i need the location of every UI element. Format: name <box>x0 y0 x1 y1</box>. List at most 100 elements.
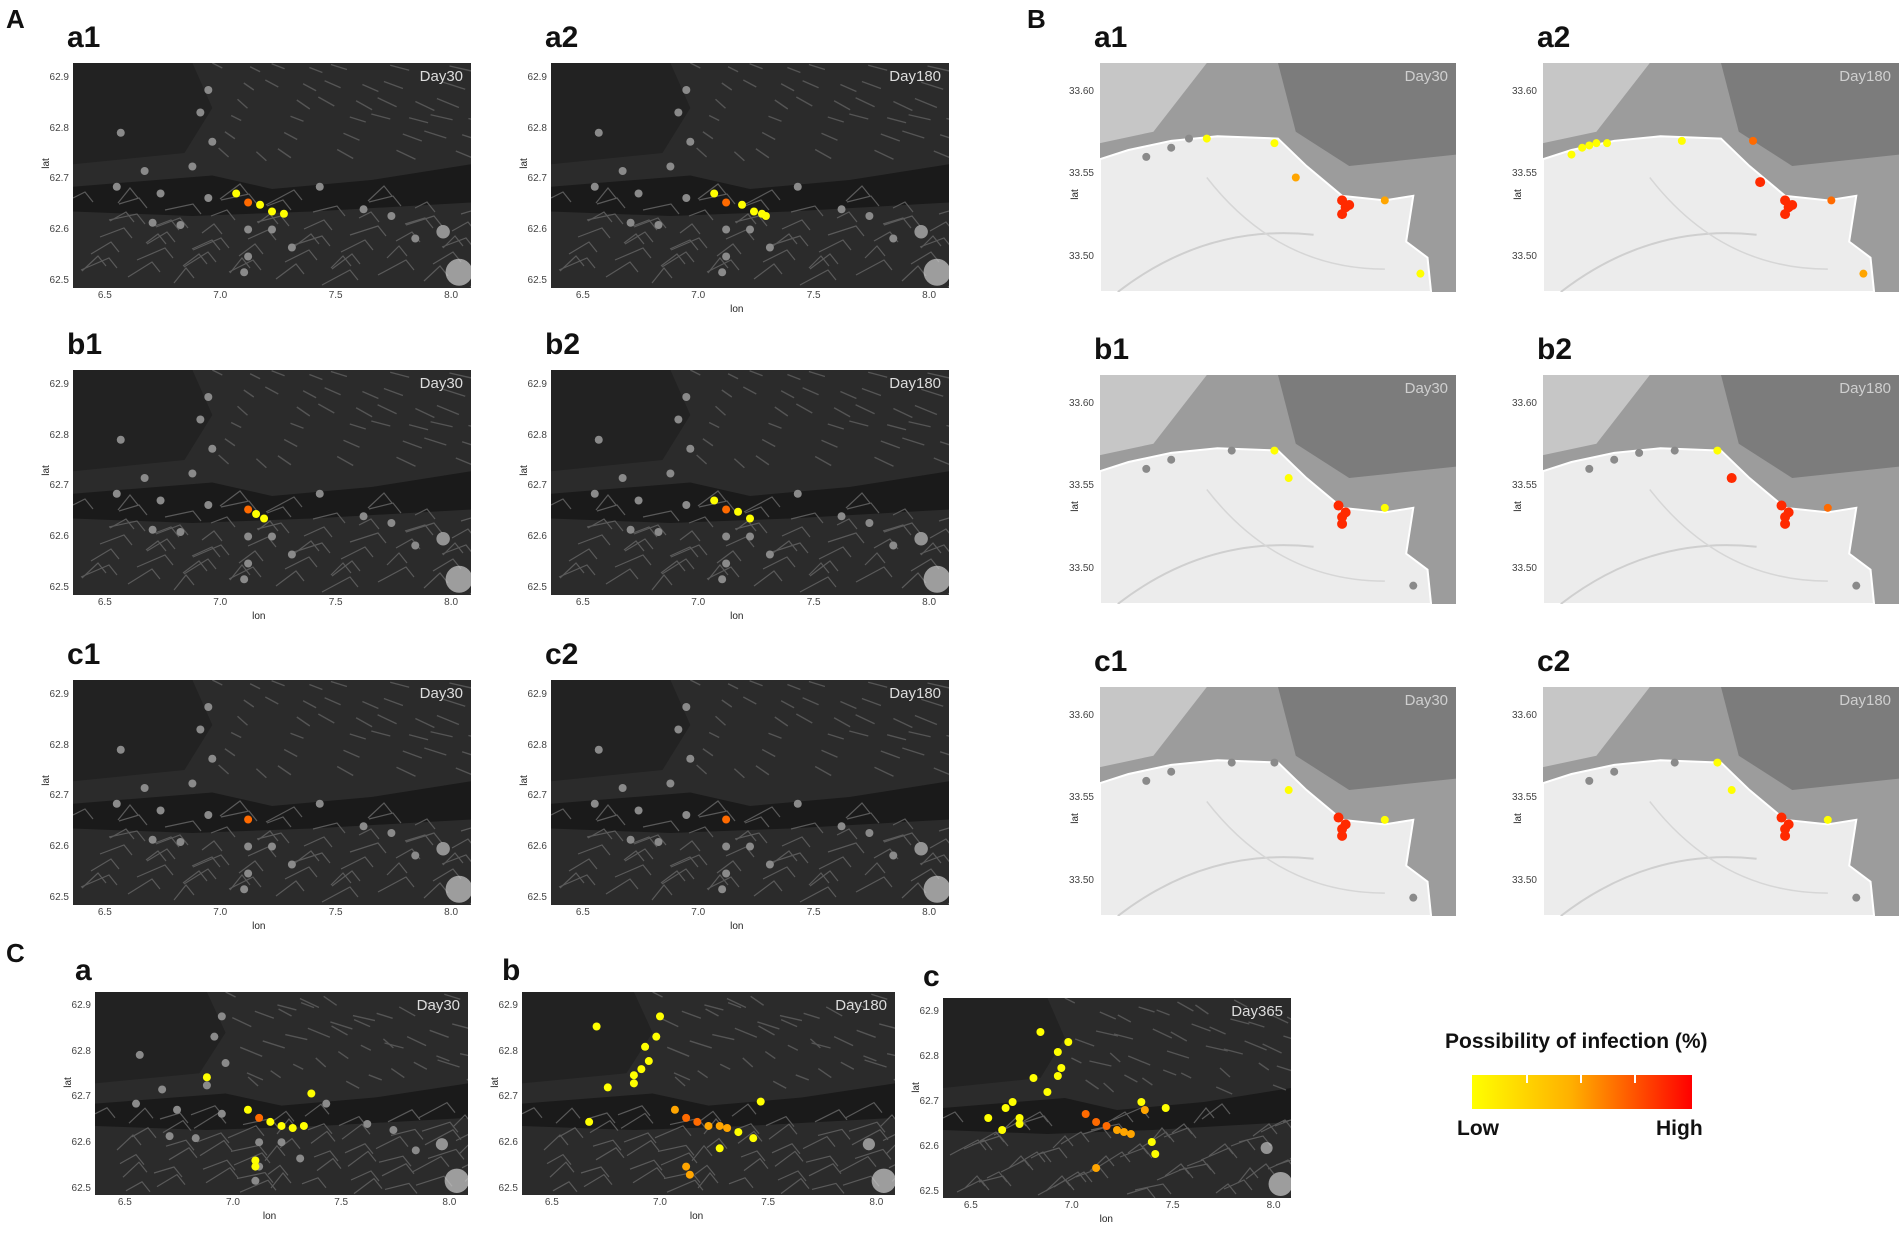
y-tick-label: 62.7 <box>527 480 547 492</box>
infection-marker <box>260 514 269 523</box>
panel-label: b <box>502 954 521 987</box>
x-tick-label: 7.5 <box>334 1197 349 1208</box>
infection-marker <box>682 1162 691 1171</box>
infection-marker <box>1043 1088 1052 1096</box>
site-marker <box>363 1119 372 1128</box>
site-marker <box>191 1134 200 1143</box>
infection-marker <box>670 1105 679 1114</box>
site-marker <box>654 528 663 536</box>
site-marker <box>240 268 249 277</box>
infection-marker <box>1270 446 1279 455</box>
map-panel-9: b2 Day180 33.60 33.55 33.50 lat <box>1512 333 1899 604</box>
site-marker <box>287 860 296 869</box>
site-marker <box>722 252 731 261</box>
map-panel-3: b2 Day180 62.9 62.8 62.7 62.6 62.5 6.5 7.0 7.5 8.0… <box>519 328 949 622</box>
y-tick-label: 62.9 <box>49 689 69 700</box>
site-marker <box>240 575 249 584</box>
map-panel-7: a2 Day180 33.60 33.55 33.50 lat <box>1512 21 1899 292</box>
x-tick-label: 6.5 <box>963 1200 978 1211</box>
site-marker <box>208 137 217 146</box>
infection-marker <box>1140 1106 1149 1114</box>
y-tick-label: 62.9 <box>527 689 547 700</box>
site-marker <box>244 559 253 568</box>
site-marker <box>315 489 324 498</box>
infection-marker <box>746 514 754 523</box>
y-tick-label: 62.9 <box>919 1006 939 1017</box>
infection-marker <box>629 1071 638 1080</box>
y-tick-label: 62.5 <box>498 1182 518 1194</box>
infection-marker <box>1823 815 1832 824</box>
infection-marker <box>1787 199 1798 210</box>
site-marker <box>204 811 213 819</box>
x-tick-label: 7.0 <box>213 907 228 918</box>
section-label-a: A <box>6 4 25 34</box>
terrain-map: Day180 <box>551 680 949 905</box>
infection-marker <box>734 1128 743 1137</box>
site-marker <box>718 885 727 894</box>
map-panel-13: b Day180 62.9 62.8 62.7 62.6 62.5 6.5 7.0 7.5 8.0 l… <box>490 954 895 1222</box>
y-tick-label: 62.6 <box>527 840 547 852</box>
x-tick-label: 7.0 <box>653 1197 667 1208</box>
y-tick-label: 62.8 <box>49 429 69 441</box>
y-tick-label: 33.50 <box>1068 874 1094 886</box>
site-marker <box>208 754 217 763</box>
y-tick-label: 62.5 <box>71 1182 91 1194</box>
site-marker <box>654 221 663 229</box>
y-tick-label: 62.5 <box>527 274 547 286</box>
site-marker <box>1585 776 1594 785</box>
y-axis-label: lat <box>518 774 530 786</box>
infection-marker <box>1380 815 1389 824</box>
terrain-map: Day365 <box>943 998 1291 1198</box>
day-label: Day180 <box>1839 380 1891 397</box>
y-tick-label: 62.8 <box>527 429 547 441</box>
site-marker <box>1270 758 1279 767</box>
infection-marker <box>715 1144 724 1153</box>
panel-label: c1 <box>1094 645 1128 678</box>
coast-map: Day180 <box>1543 687 1899 916</box>
infection-marker <box>1823 503 1832 512</box>
site-marker <box>176 838 185 846</box>
site-marker <box>204 86 213 94</box>
site-marker <box>387 212 396 220</box>
site-marker <box>359 512 368 521</box>
site-marker <box>204 194 213 202</box>
infection-marker <box>1064 1038 1073 1046</box>
site-marker <box>165 1132 174 1141</box>
site-marker <box>682 194 691 202</box>
legend-low-label: Low <box>1457 1117 1499 1140</box>
terrain-map: Day180 <box>522 992 895 1195</box>
infection-marker <box>268 207 276 216</box>
x-tick-label: 8.0 <box>1266 1200 1281 1211</box>
infection-marker <box>1783 507 1794 518</box>
infection-marker <box>1015 1114 1024 1122</box>
site-marker <box>196 725 205 734</box>
site-marker <box>359 822 368 831</box>
site-marker <box>411 851 420 860</box>
panel-label: a1 <box>67 21 101 54</box>
site-marker <box>251 1176 260 1185</box>
day-label: Day180 <box>1839 692 1891 709</box>
site-marker <box>411 541 420 550</box>
site-marker <box>1142 152 1151 161</box>
infection-marker <box>1126 1130 1135 1138</box>
site-marker <box>682 811 691 819</box>
site-marker <box>686 754 695 763</box>
infection-marker <box>1008 1098 1017 1106</box>
site-marker <box>793 799 802 808</box>
y-axis-label: lat <box>1512 501 1524 512</box>
legend-high-label: High <box>1656 1117 1703 1140</box>
site-marker <box>718 268 727 277</box>
site-marker <box>837 205 846 214</box>
infection-marker <box>749 207 758 216</box>
y-tick-label: 62.5 <box>49 274 69 286</box>
site-marker <box>148 525 157 534</box>
y-tick-label: 33.60 <box>1511 709 1537 721</box>
y-tick-label: 62.9 <box>71 1000 91 1012</box>
y-tick-label: 62.9 <box>527 72 547 83</box>
day-label: Day180 <box>835 997 887 1014</box>
infection-marker <box>1780 518 1791 529</box>
infection-marker <box>1001 1104 1010 1112</box>
site-marker <box>255 1138 264 1147</box>
site-marker <box>387 829 396 837</box>
infection-marker <box>1592 139 1601 148</box>
